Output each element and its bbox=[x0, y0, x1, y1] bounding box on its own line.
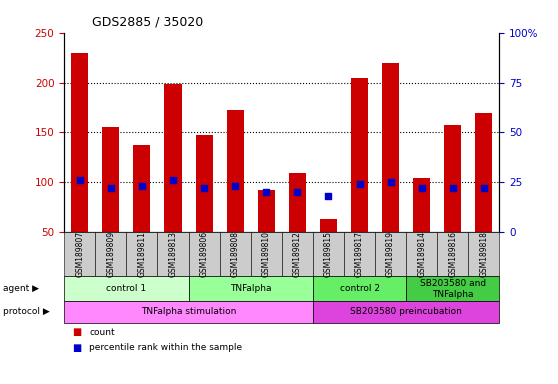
Text: control 2: control 2 bbox=[339, 285, 379, 293]
Bar bbox=[444, 126, 461, 232]
Point bbox=[230, 183, 239, 189]
Point bbox=[324, 193, 333, 199]
Text: GSM189806: GSM189806 bbox=[200, 231, 209, 278]
Text: ■: ■ bbox=[73, 327, 82, 337]
Bar bbox=[475, 113, 492, 232]
Point bbox=[293, 189, 302, 195]
Bar bbox=[382, 63, 399, 232]
Bar bbox=[289, 174, 306, 232]
Text: GSM189813: GSM189813 bbox=[169, 232, 177, 277]
Point bbox=[262, 189, 271, 195]
Text: SB203580 and
TNFalpha: SB203580 and TNFalpha bbox=[420, 279, 486, 299]
Text: GSM189816: GSM189816 bbox=[448, 232, 457, 277]
Text: GSM189815: GSM189815 bbox=[324, 232, 333, 277]
Text: GSM189811: GSM189811 bbox=[137, 232, 146, 277]
Bar bbox=[258, 190, 275, 232]
Text: GSM189817: GSM189817 bbox=[355, 232, 364, 277]
Text: GSM189808: GSM189808 bbox=[230, 232, 239, 277]
Text: agent ▶: agent ▶ bbox=[3, 285, 39, 293]
Text: control 1: control 1 bbox=[106, 285, 146, 293]
Point bbox=[107, 185, 116, 192]
Point bbox=[169, 177, 177, 184]
Bar bbox=[351, 78, 368, 232]
Text: ■: ■ bbox=[73, 343, 82, 353]
Text: GSM189818: GSM189818 bbox=[479, 232, 488, 277]
Point bbox=[200, 185, 209, 192]
Bar bbox=[413, 179, 430, 232]
Point bbox=[417, 185, 426, 192]
Text: TNFalpha stimulation: TNFalpha stimulation bbox=[141, 308, 236, 316]
Text: GSM189809: GSM189809 bbox=[107, 231, 116, 278]
Point bbox=[355, 181, 364, 187]
Text: GSM189819: GSM189819 bbox=[386, 232, 395, 277]
Text: GSM189810: GSM189810 bbox=[262, 232, 271, 277]
Point bbox=[386, 179, 395, 185]
Bar bbox=[102, 127, 119, 232]
Point bbox=[75, 177, 84, 184]
Point bbox=[137, 183, 146, 189]
Text: GSM189814: GSM189814 bbox=[417, 232, 426, 277]
Text: count: count bbox=[89, 328, 115, 337]
Text: GSM189812: GSM189812 bbox=[293, 232, 302, 277]
Point bbox=[479, 185, 488, 192]
Bar bbox=[227, 109, 244, 232]
Text: percentile rank within the sample: percentile rank within the sample bbox=[89, 343, 242, 352]
Text: protocol ▶: protocol ▶ bbox=[3, 308, 50, 316]
Text: GSM189807: GSM189807 bbox=[75, 231, 84, 278]
Text: GDS2885 / 35020: GDS2885 / 35020 bbox=[92, 16, 203, 29]
Text: SB203580 preincubation: SB203580 preincubation bbox=[350, 308, 462, 316]
Point bbox=[448, 185, 457, 192]
Bar bbox=[320, 219, 337, 232]
Text: TNFalpha: TNFalpha bbox=[230, 285, 271, 293]
Bar bbox=[165, 84, 181, 232]
Bar bbox=[133, 146, 151, 232]
Bar bbox=[71, 53, 88, 232]
Bar bbox=[195, 136, 213, 232]
